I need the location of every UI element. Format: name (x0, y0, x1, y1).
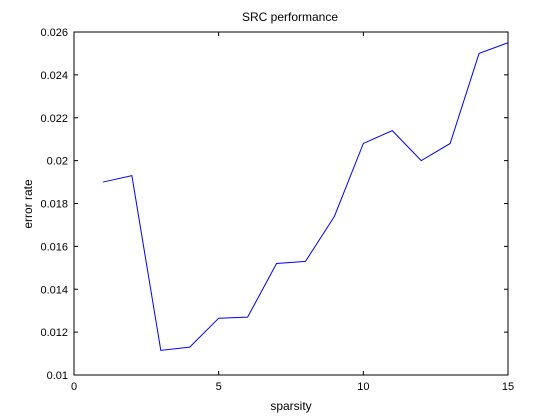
y-axis: 0.01 0.012 0.014 0.016 0.018 0.02 0.022 0.024 0.… (40, 27, 508, 382)
x-tick-label: 0 (71, 381, 77, 393)
plot-area (73, 31, 509, 376)
y-tick-label: 0.014 (40, 284, 68, 296)
y-tick-label: 0.026 (40, 27, 68, 39)
y-axis-label: error rate (21, 179, 35, 229)
y-tick-label: 0.01 (47, 370, 68, 382)
y-tick-label: 0.022 (40, 113, 68, 125)
y-tick-label: 0.012 (40, 327, 68, 339)
y-tick-label: 0.018 (40, 199, 68, 211)
chart-title: SRC performance (242, 10, 338, 24)
x-tick-label: 10 (357, 381, 369, 393)
x-tick-label: 15 (502, 381, 514, 393)
y-tick-label: 0.024 (40, 70, 68, 82)
y-tick-label: 0.02 (47, 156, 68, 168)
x-axis: 0 5 10 15 (71, 32, 514, 393)
x-axis-label: sparsity (270, 399, 311, 413)
y-tick-label: 0.016 (40, 241, 68, 253)
series-layer (102, 42, 509, 351)
x-tick-label: 5 (216, 381, 222, 393)
series-line-0 (102, 42, 509, 351)
